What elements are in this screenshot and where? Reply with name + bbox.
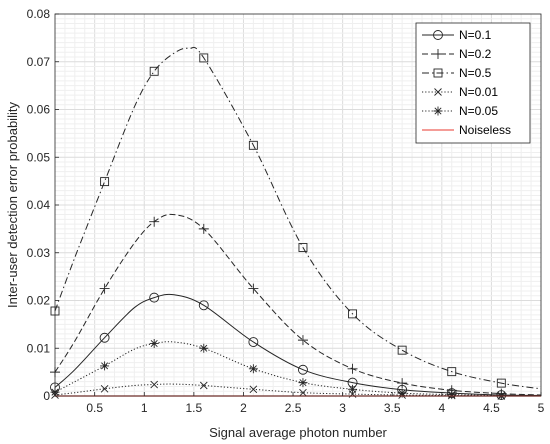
- series-marker: [298, 243, 308, 252]
- series-line: [54, 213, 542, 396]
- legend-label: N=0.1: [459, 28, 492, 42]
- series-marker: [199, 381, 208, 390]
- y-axis-label: Inter-user detection error probability: [5, 102, 20, 308]
- legend-marker: [433, 68, 443, 78]
- legend-marker: [433, 30, 443, 40]
- y-tick-label: 0.02: [27, 294, 51, 308]
- y-tick-label: 0.01: [27, 341, 51, 355]
- x-tick-label: 3.5: [384, 401, 401, 415]
- series-marker: [248, 364, 258, 374]
- legend-label: Noiseless: [459, 123, 511, 137]
- y-tick-label: 0: [43, 389, 50, 403]
- series-n-0-5: [50, 46, 542, 390]
- series-marker: [298, 364, 308, 375]
- x-tick-label: 4: [438, 401, 445, 415]
- x-axis-label: Signal average photon number: [209, 425, 387, 440]
- series-marker: [248, 283, 259, 294]
- legend-marker: [434, 88, 442, 96]
- ticks: 0.5 1 1.5 2 2.5 3 3.5 4 4.5 5 0 0.01 0.02 0.03 0.04 0.0…: [27, 7, 545, 415]
- series-marker: [397, 388, 407, 398]
- series-marker: [149, 216, 160, 227]
- y-tick-label: 0.03: [27, 246, 51, 260]
- series-marker: [199, 53, 209, 63]
- legend-label: N=0.5: [459, 66, 492, 80]
- series-marker: [99, 332, 110, 343]
- x-tick-label: 4.5: [483, 401, 500, 415]
- series-marker: [299, 388, 307, 397]
- x-tick-label: 3: [339, 401, 346, 415]
- series-marker: [149, 292, 160, 303]
- series-marker: [348, 309, 358, 319]
- legend-label: N=0.2: [459, 47, 492, 61]
- y-tick-label: 0.07: [27, 55, 51, 69]
- x-tick-label: 1.5: [186, 401, 203, 415]
- series-marker: [397, 378, 408, 389]
- series-marker: [100, 177, 110, 187]
- y-tick-label: 0.04: [27, 198, 51, 212]
- x-tick-label: 2: [240, 401, 247, 415]
- x-tick-label: 5: [538, 401, 545, 415]
- x-tick-label: 2.5: [285, 401, 302, 415]
- series-marker: [100, 385, 109, 393]
- x-tick-label: 1: [141, 401, 148, 415]
- series-marker: [496, 378, 506, 388]
- y-tick-label: 0.08: [27, 7, 51, 21]
- series-marker: [150, 380, 159, 389]
- series-marker: [100, 361, 110, 371]
- series-marker: [199, 343, 209, 353]
- series-marker: [447, 367, 457, 377]
- series-marker: [447, 390, 457, 400]
- series-marker: [248, 140, 258, 150]
- series-marker: [198, 300, 209, 311]
- series-marker: [397, 345, 407, 355]
- series-marker: [249, 385, 258, 394]
- series-marker: [198, 223, 209, 234]
- series-line: [54, 383, 542, 397]
- legend-marker: [433, 106, 443, 116]
- series-marker: [347, 363, 358, 374]
- legend: N=0.1 N=0.2 N=0.5 N=0.01 N=0.05 Noiseless: [415, 22, 531, 144]
- series-marker: [348, 384, 358, 394]
- legend-box: [415, 22, 531, 144]
- series-marker: [149, 338, 159, 348]
- legend-label: N=0.05: [459, 104, 498, 118]
- series-marker: [248, 337, 259, 347]
- series-n-0-1: [50, 292, 542, 400]
- y-tick-label: 0.06: [27, 103, 51, 117]
- series-marker: [298, 378, 308, 388]
- series-marker: [149, 66, 159, 76]
- x-tick-label: 0.5: [86, 401, 103, 415]
- legend-marker: [433, 49, 443, 59]
- series-marker: [297, 335, 308, 346]
- legend-label: N=0.01: [459, 85, 498, 99]
- y-tick-label: 0.05: [27, 150, 51, 164]
- series-marker: [99, 283, 110, 294]
